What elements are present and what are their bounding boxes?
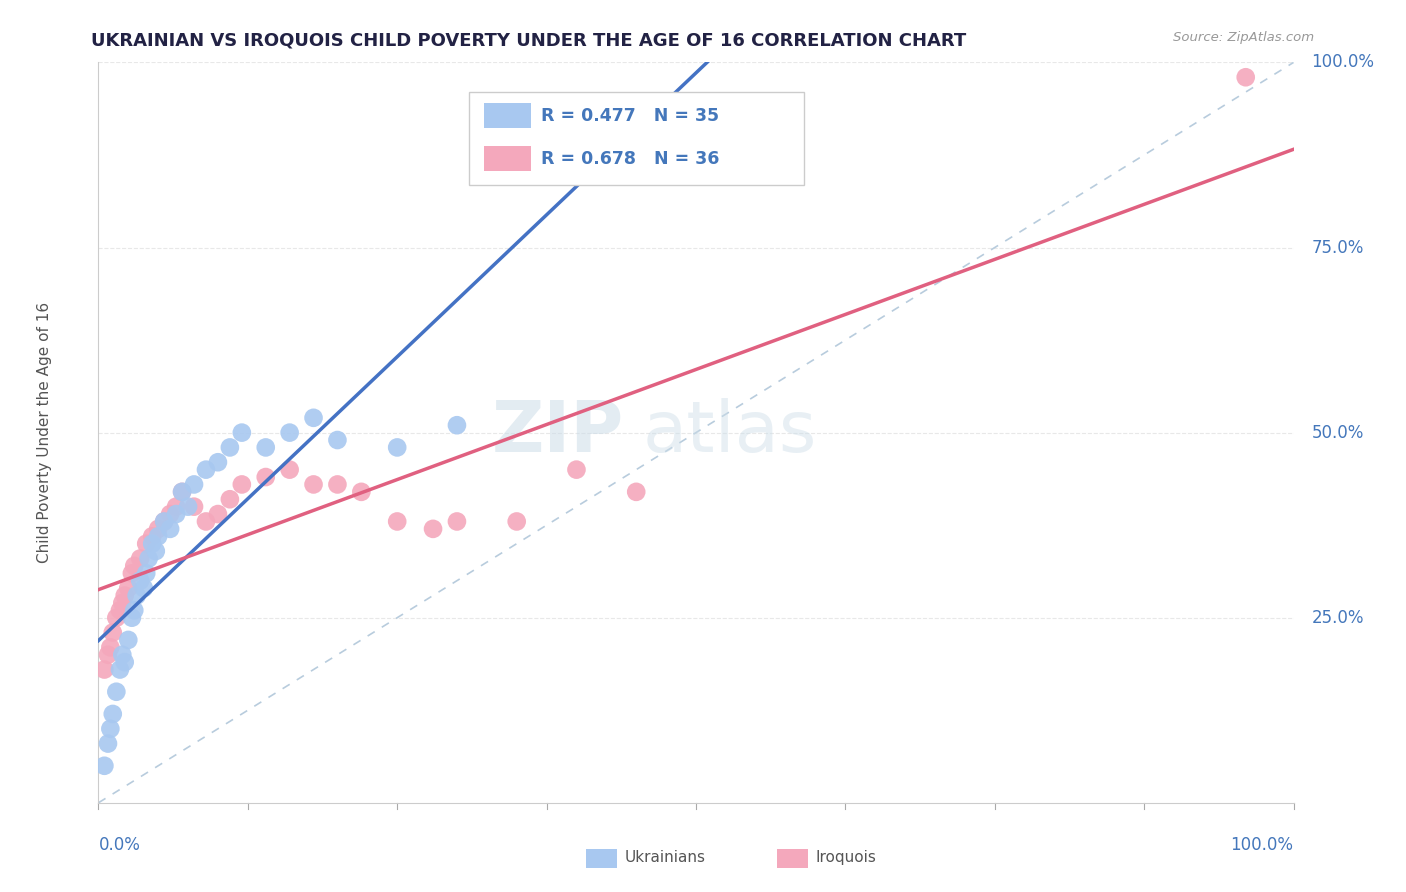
Point [302,410,325,425]
Point [172,484,194,499]
Point [183,500,205,514]
Text: 100.0%: 100.0% [1312,54,1375,71]
Point [101,706,124,721]
Point [231,477,253,491]
Text: 25.0%: 25.0% [1312,608,1364,627]
Point [422,522,444,536]
Point [114,589,136,603]
Text: Ukrainians: Ukrainians [624,850,706,865]
Text: 75.0%: 75.0% [1312,238,1364,257]
Point [446,515,468,529]
Point [626,484,648,499]
Text: atlas: atlas [643,398,817,467]
FancyBboxPatch shape [586,848,617,868]
Text: 50.0%: 50.0% [1312,424,1364,442]
Text: R = 0.678   N = 36: R = 0.678 N = 36 [541,150,718,168]
Point [108,603,131,617]
Point [148,529,170,543]
Point [125,589,148,603]
Point [121,610,143,624]
Text: UKRAINIAN VS IROQUOIS CHILD POVERTY UNDER THE AGE OF 16 CORRELATION CHART: UKRAINIAN VS IROQUOIS CHILD POVERTY UNDE… [91,31,967,49]
Point [108,663,131,677]
Point [165,500,187,514]
Point [153,515,176,529]
Point [93,758,115,772]
Point [124,603,146,617]
Point [195,462,218,476]
Point [124,558,146,573]
Point [141,536,163,550]
Point [1234,70,1257,85]
Point [111,648,134,662]
Point [101,625,124,640]
Point [219,492,242,507]
Point [97,648,120,662]
Text: 0.0%: 0.0% [98,836,141,855]
Text: R = 0.477   N = 35: R = 0.477 N = 35 [541,107,718,125]
Point [177,500,200,514]
Point [117,581,139,595]
FancyBboxPatch shape [778,848,808,868]
Point [153,515,176,529]
Point [111,596,134,610]
Point [183,477,205,491]
Point [114,655,136,669]
Text: 100.0%: 100.0% [1230,836,1294,855]
Point [506,515,529,529]
Point [138,551,160,566]
Point [97,737,120,751]
Point [135,566,157,581]
Point [141,529,163,543]
Point [254,470,277,484]
Point [207,455,229,469]
Point [121,566,143,581]
Point [98,640,122,655]
Point [135,536,157,550]
Point [195,515,218,529]
Point [207,507,229,521]
Point [129,551,152,566]
Point [302,477,325,491]
FancyBboxPatch shape [470,92,804,185]
Point [132,581,155,595]
Point [278,425,301,440]
Point [117,632,139,647]
Point [148,522,170,536]
Point [231,425,253,440]
Text: Source: ZipAtlas.com: Source: ZipAtlas.com [1174,31,1315,45]
FancyBboxPatch shape [485,146,531,171]
Text: Child Poverty Under the Age of 16: Child Poverty Under the Age of 16 [37,302,52,563]
Point [254,441,277,455]
Point [159,522,181,536]
Point [93,663,115,677]
Point [350,484,373,499]
Point [565,462,588,476]
Text: Iroquois: Iroquois [815,850,876,865]
Point [326,477,349,491]
Point [105,685,128,699]
Point [165,507,187,521]
Point [129,574,152,588]
Point [98,722,122,736]
Point [145,544,167,558]
Point [446,418,468,433]
Point [159,507,181,521]
Point [326,433,349,447]
Point [219,441,242,455]
FancyBboxPatch shape [485,103,531,128]
Point [172,484,194,499]
Point [385,515,409,529]
Point [105,610,128,624]
Point [385,441,409,455]
Point [278,462,301,476]
Text: ZIP: ZIP [492,398,624,467]
